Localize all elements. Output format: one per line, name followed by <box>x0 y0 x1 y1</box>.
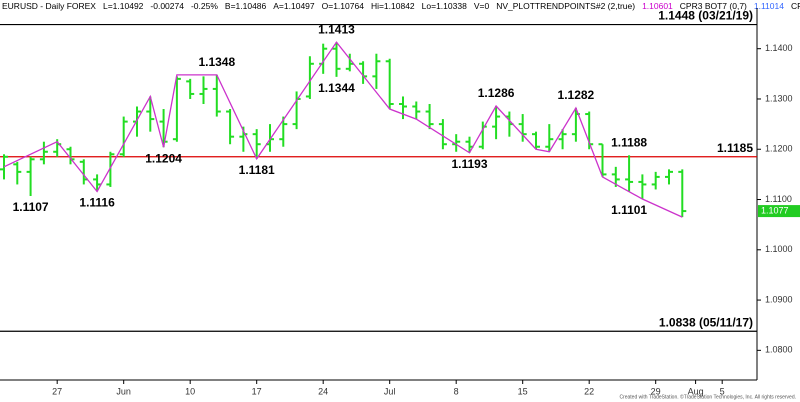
x-tick-label: 24 <box>318 386 328 396</box>
pivot-label: 1.1344 <box>318 81 355 95</box>
y-tick-label: 1.1000 <box>765 244 793 254</box>
x-tick-label: Jun <box>116 386 131 396</box>
pivot-label: 1.1413 <box>318 22 355 36</box>
pivot-label: 1.1101 <box>611 203 647 217</box>
x-tick-label: Aug <box>688 386 704 396</box>
last-price-label: 1.1077 <box>761 205 789 215</box>
x-tick-label: Jul <box>384 386 396 396</box>
x-tick-label: 22 <box>584 386 594 396</box>
reference-label: 1.1448 (03/21/19) <box>658 9 753 23</box>
reference-label: 1.1185 <box>717 141 753 155</box>
x-tick-label: 5 <box>720 386 725 396</box>
header-item: -0.25% <box>191 1 218 11</box>
pivot-label: 1.1181 <box>239 163 275 177</box>
header-item: CPR3 TC <box>791 1 800 11</box>
y-tick-label: 1.1400 <box>765 43 793 53</box>
header-item: O=1.10764 <box>322 1 365 11</box>
pivot-label: 1.1282 <box>558 88 595 102</box>
pivot-label: 1.1193 <box>451 157 487 171</box>
footer: Created with TradeStation. ©TradeStation… <box>619 393 796 400</box>
header-item: L=1.10492 <box>103 1 144 11</box>
reference-label: 1.0838 (05/11/17) <box>659 315 753 329</box>
header-item: B=1.10486 <box>225 1 267 11</box>
pivot-label: 1.1204 <box>145 151 182 165</box>
last-price-box <box>758 205 800 218</box>
header-item: NV_PLOTTRENDPOINTS#2 (2,true) <box>496 1 635 11</box>
y-tick-label: 1.1200 <box>765 144 793 154</box>
header-item: EURUSD - Daily FOREX <box>2 1 96 11</box>
x-tick-label: 29 <box>651 386 661 396</box>
header-item: CPR3 BOT7 (0,7) <box>680 1 747 11</box>
header-item: 1.10601 <box>642 1 673 11</box>
x-tick-label: 8 <box>454 386 459 396</box>
y-tick-label: 1.0800 <box>765 345 793 355</box>
x-tick-label: 17 <box>252 386 262 396</box>
trend-line <box>3 41 683 218</box>
header-item: V=0 <box>474 1 490 11</box>
x-tick-label: 15 <box>518 386 528 396</box>
header: EURUSD - Daily FOREX L=1.10492 -0.00274 -0.… <box>2 1 800 11</box>
x-tick-label: 27 <box>52 386 62 396</box>
pivot-label: 1.1107 <box>13 200 49 214</box>
header-item: Hi=1.10842 <box>371 1 415 11</box>
y-tick-label: 1.1100 <box>765 194 792 204</box>
y-tick-label: 1.0900 <box>765 294 793 304</box>
header-item: 1.11014 <box>754 1 784 11</box>
header-item: -0.00274 <box>150 1 184 11</box>
pivot-label: 1.1116 <box>79 196 115 210</box>
pivot-label: 1.1188 <box>611 135 647 149</box>
pivot-label: 1.1286 <box>478 86 515 100</box>
x-tick-label: 10 <box>185 386 195 396</box>
pivot-label: 1.1348 <box>198 55 235 69</box>
header-item: A=1.10497 <box>273 1 315 11</box>
header-item: Lo=1.10338 <box>422 1 467 11</box>
y-tick-label: 1.1300 <box>765 93 793 103</box>
